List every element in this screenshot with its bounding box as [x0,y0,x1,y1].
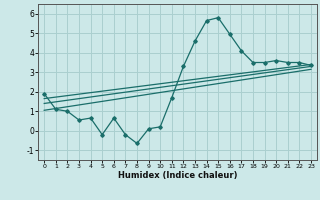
X-axis label: Humidex (Indice chaleur): Humidex (Indice chaleur) [118,171,237,180]
